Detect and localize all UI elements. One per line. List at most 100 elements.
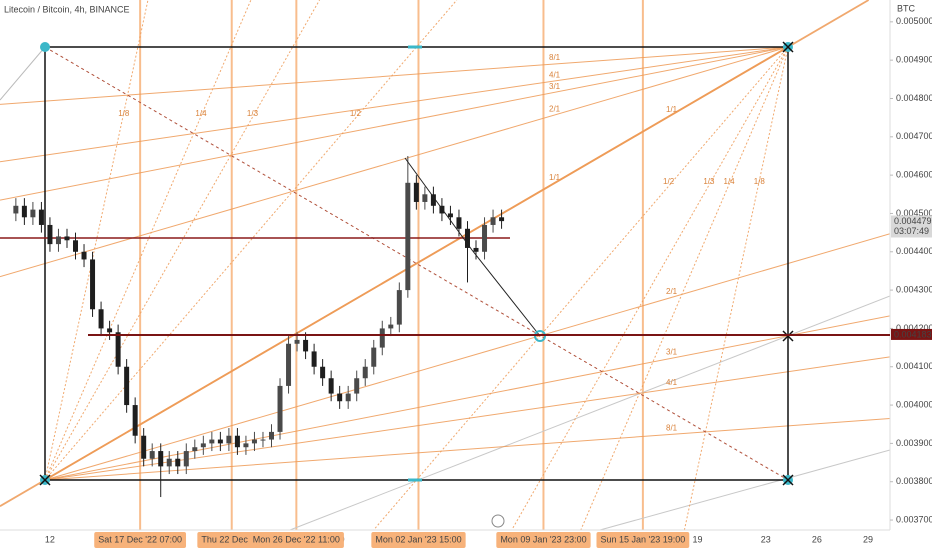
candle-body [98,309,104,329]
fan-line [580,46,789,531]
time-marker-box [371,532,466,548]
candle-body [311,351,317,367]
fan-label: 1/3 [247,109,259,118]
candle-body [90,259,96,310]
axes: 0.005000 0.004900 0.004800 0.004700 0.004600… [45,16,932,548]
candle-body [388,324,394,329]
candle-body [490,217,496,225]
candle-body [217,439,223,444]
fan-label: 3/1 [549,82,561,91]
candle-body [47,224,53,245]
candle-body [124,366,130,406]
candle-body [439,205,445,214]
currency: BTC [897,3,916,13]
candle-body [405,182,411,291]
candle-body [115,332,121,367]
fan-label: 1/4 [724,177,736,186]
y-tick-label: 0.004400 [896,246,932,256]
x-tick-label: 12 [45,534,55,544]
fan-line [0,46,789,105]
fan-line [0,46,789,163]
candle-body [166,458,172,467]
y-tick-label: 0.004100 [896,361,932,371]
candle-body [286,343,292,386]
x-tick-label: 26 [812,534,822,544]
candle-body [362,366,368,379]
time-marker-label: Thu 22 Dec '22 [201,534,262,544]
candle-body [226,435,232,444]
time-marker-label: Mon 26 Dec '22 11:00 [253,534,340,544]
candle-body [243,443,249,448]
price-label: 0.004183 [894,329,932,339]
candle-body [158,451,164,467]
fan-label: 4/1 [549,70,561,79]
price-axis [890,0,932,550]
candle-body [64,236,70,241]
candle-body [337,393,343,402]
fan-label: 1/2 [663,177,675,186]
candle-body [192,447,198,452]
fan-line [44,0,252,481]
y-tick-label: 0.004700 [896,131,932,141]
y-tick-label: 0.004600 [896,170,932,180]
candle-body [30,209,36,218]
fan-label: 1/2 [350,109,362,118]
fan-label: 2/1 [666,287,678,296]
fan-line [0,46,789,201]
y-tick-label: 0.003900 [896,438,932,448]
price-label-box [891,328,932,340]
candle-body [268,431,274,440]
chart-title: Litecoin / Bitcoin, 4h, BINANCE [4,4,130,14]
fan-label: 3/1 [666,348,678,357]
fan-line [511,46,789,531]
fan-label: 8/1 [666,424,678,433]
time-marker-label: Mon 02 Jan '23 15:00 [375,534,461,544]
y-tick-label: 0.004000 [896,399,932,409]
y-tick-label: 0.004500 [896,208,932,218]
candle-body [132,405,138,436]
fan-label: 4/1 [666,378,678,387]
time-marker-box [94,532,187,548]
candle-body [13,205,19,214]
candle-body [55,236,61,245]
candle-body [320,366,326,379]
candle-body [260,439,266,441]
candle-body [251,439,257,444]
candle-body [175,458,181,467]
y-tick-label: 0.004900 [896,55,932,65]
candle-body [200,443,206,448]
fan-line [44,0,458,481]
candle-body [107,328,113,333]
y-tick-label: 0.005000 [896,16,932,26]
time-marker-box [248,532,344,548]
candle-body [422,194,428,202]
time-marker-box [596,532,690,548]
candle-body [277,385,283,432]
candle-body [379,328,385,348]
fan-label: 1/1 [666,105,678,114]
price-label: 0.004479 [894,216,932,226]
candle-body [303,339,309,352]
fan-line [44,0,149,481]
anchor [534,330,546,342]
cross-marks [39,41,794,486]
y-tick-label: 0.003800 [896,476,932,486]
fan-label: 1/8 [118,109,130,118]
candle-body [141,435,147,459]
fan-label: 1/4 [195,109,207,118]
candle-body [345,393,351,402]
candle-body [21,205,27,218]
fan-line [44,0,320,481]
candle-body [234,435,240,448]
handle [408,45,422,49]
replay-icon [491,514,505,528]
fan-label: 2/1 [549,105,561,114]
candle-body [149,451,155,459]
candle-body [354,378,360,394]
candle-body [371,347,377,367]
candle-body [464,228,470,248]
candle-body [456,217,462,229]
fan-line [44,233,891,481]
fan-label: 1/8 [754,177,766,186]
